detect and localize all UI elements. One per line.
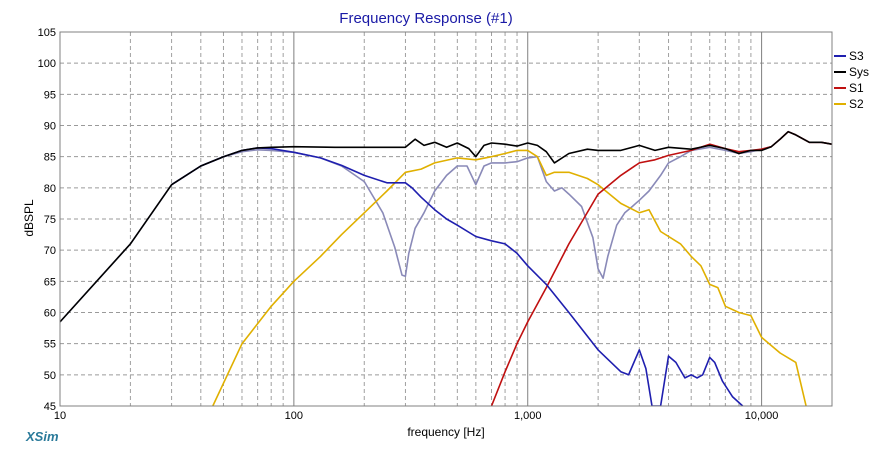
legend-entry-s1: S1: [849, 81, 864, 95]
x-tick-label: 100: [285, 410, 303, 422]
y-tick-label: 45: [44, 401, 56, 413]
y-tick-label: 95: [44, 89, 56, 101]
chart-title: Frequency Response (#1): [339, 10, 512, 27]
x-tick-label: 10: [54, 410, 66, 422]
y-tick-label: 50: [44, 370, 56, 382]
series-line-sys: [60, 130, 832, 323]
y-tick-label: 80: [44, 183, 56, 195]
series-lines: [60, 130, 832, 406]
x-axis-label: frequency [Hz]: [407, 425, 484, 439]
y-tick-label: 65: [44, 276, 56, 288]
y-tick-label: 75: [44, 214, 56, 226]
legend: S3 Sys S1 S2: [834, 49, 869, 111]
y-tick-label: 60: [44, 308, 56, 320]
legend-entry-sys: Sys: [849, 65, 869, 79]
y-axis-label: dBSPL: [22, 199, 36, 237]
plot-frame: [59, 31, 833, 407]
x-axis-ticks: 10 100 1,000 10,000: [54, 410, 779, 422]
xsim-brand-logo: XSim: [25, 429, 59, 444]
legend-entry-s2: S2: [849, 97, 864, 111]
y-tick-label: 100: [38, 58, 56, 70]
x-tick-label: 10,000: [745, 410, 779, 422]
y-tick-label: 55: [44, 339, 56, 351]
y-tick-label: 90: [44, 121, 56, 133]
y-axis-ticks: 45 50 55 60 65 70 75 80 85 90 95 100 105: [38, 27, 56, 413]
legend-entry-s3: S3: [849, 49, 864, 63]
y-tick-label: 70: [44, 245, 56, 257]
series-line-s3: [171, 147, 744, 406]
y-tick-label: 105: [38, 27, 56, 39]
y-tick-label: 85: [44, 152, 56, 164]
series-line-s2: [212, 149, 807, 406]
x-tick-label: 1,000: [514, 410, 542, 422]
